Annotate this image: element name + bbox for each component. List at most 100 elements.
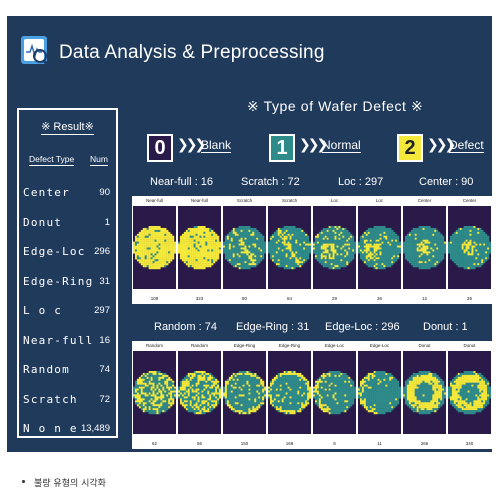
wafer-map-scratch: Scratch 80 [222, 196, 267, 304]
defect-type-cell: Random [23, 363, 70, 376]
wafer-map-edgeloc: Edge-Loc 11 [357, 341, 402, 449]
group-label-edge-ring: Edge-Ring : 31 [236, 321, 309, 333]
defect-count-cell: 16 [99, 335, 110, 346]
caption: 불량 유형의 시각화 [34, 476, 106, 489]
table-row: Edge-Ring 31 [19, 275, 116, 295]
table-row: Random 74 [19, 363, 116, 383]
wafer-label: Center [447, 198, 492, 203]
wafer-index: 36 [357, 296, 402, 301]
wafer-map-edgering: Edge-Ring 150 [222, 341, 267, 449]
defect-type-cell: Near-full [23, 334, 93, 347]
defect-count-cell: 1 [105, 217, 110, 228]
table-row: Edge-Loc 296 [19, 245, 116, 265]
category-0-box: 0 [147, 134, 173, 162]
defect-type-cell: Edge-Ring [23, 275, 93, 288]
wafer-label: Near-full [132, 198, 177, 203]
category-1-label: Normal [322, 139, 361, 153]
wafer-label: Edge-Loc [312, 343, 357, 348]
wafer-index: 29 [312, 296, 357, 301]
slide-panel: Data Analysis & Preprocessing ※ Result※ … [7, 16, 492, 452]
wafer-label: Donut [402, 343, 447, 348]
wafer-label: Loc [357, 198, 402, 203]
wafer-index: 266 [402, 441, 447, 446]
group-label-near-full: Near-full : 16 [150, 176, 213, 188]
wafer-map-scratch: Scratch 84 [267, 196, 312, 304]
table-row: Scratch 72 [19, 393, 116, 413]
defect-count-cell: 31 [99, 276, 110, 287]
wafer-index: 109 [132, 296, 177, 301]
column-header-defect-type: Defect Type [29, 154, 74, 166]
group-label-center: Center : 90 [419, 176, 473, 188]
wafer-label: Loc [312, 198, 357, 203]
wafer-strip-top: Near-full 109 Near-full 323 Scratch 80 Scratch… [132, 196, 492, 304]
wafer-map-loc: Loc 36 [357, 196, 402, 304]
table-row: L o c 297 [19, 304, 116, 324]
group-label-edge-loc: Edge-Loc : 296 [325, 321, 400, 333]
table-row: Donut 1 [19, 216, 116, 236]
defect-count-cell: 13,489 [81, 423, 110, 434]
table-row: Center 90 [19, 186, 116, 206]
data-analysis-icon [19, 34, 53, 70]
column-header-num: Num [90, 154, 108, 166]
category-0-label: Blank [201, 139, 231, 153]
defect-count-cell: 90 [99, 187, 110, 198]
wafer-index: 84 [267, 296, 312, 301]
wafer-label: Edge-Loc [357, 343, 402, 348]
group-label-scratch: Scratch : 72 [241, 176, 300, 188]
wafer-map-edgering: Edge-Ring 169 [267, 341, 312, 449]
wafer-map-full: Near-full 109 [132, 196, 177, 304]
wafer-label: Center [402, 198, 447, 203]
wafer-map-full: Near-full 323 [177, 196, 222, 304]
wafer-map-edgeloc: Edge-Loc 8 [312, 341, 357, 449]
wafer-label: Scratch [267, 198, 312, 203]
group-label-loc: Loc : 297 [338, 176, 383, 188]
wafer-index: 62 [132, 441, 177, 446]
category-1-box: 1 [269, 134, 295, 162]
defect-type-cell: N o n e [23, 422, 78, 435]
category-2-label: Defect [449, 139, 484, 153]
wafer-label: Edge-Ring [222, 343, 267, 348]
result-title: ※ Result※ [41, 121, 94, 135]
wafer-map-center: Center 12 [402, 196, 447, 304]
group-label-donut: Donut : 1 [423, 321, 468, 333]
wafer-map-center: Center 26 [447, 196, 492, 304]
table-row: Near-full 16 [19, 334, 116, 354]
defect-count-cell: 297 [94, 305, 110, 316]
wafer-map-random: Random 62 [132, 341, 177, 449]
defect-count-cell: 72 [99, 394, 110, 405]
wafer-index: 323 [177, 296, 222, 301]
wafer-index: 150 [222, 441, 267, 446]
table-row: N o n e 13,489 [19, 422, 116, 442]
wafer-label: Near-full [177, 198, 222, 203]
wafer-label: Edge-Ring [267, 343, 312, 348]
wafer-label: Random [132, 343, 177, 348]
defect-type-cell: L o c [23, 304, 62, 317]
wafer-index: 26 [447, 296, 492, 301]
wafer-index: 11 [357, 441, 402, 446]
wafer-label: Scratch [222, 198, 267, 203]
wafer-label: Donut [447, 343, 492, 348]
wafer-index: 169 [267, 441, 312, 446]
defect-type-cell: Center [23, 186, 70, 199]
group-label-random: Random : 74 [154, 321, 217, 333]
wafer-map-donut: Donut 266 [402, 341, 447, 449]
wafer-index: 12 [402, 296, 447, 301]
page-title: Data Analysis & Preprocessing [59, 42, 325, 64]
wafer-index: 80 [222, 296, 267, 301]
type-title: ※ Type of Wafer Defect ※ [247, 98, 423, 115]
wafer-index: 8 [312, 441, 357, 446]
result-table: ※ Result※ Defect Type Num Center 90 Donut 1… [17, 108, 118, 438]
wafer-map-random: Random 66 [177, 341, 222, 449]
category-2-box: 2 [397, 134, 423, 162]
defect-type-cell: Edge-Loc [23, 245, 86, 258]
bullet-icon [22, 480, 25, 483]
wafer-index: 66 [177, 441, 222, 446]
title-bar: Data Analysis & Preprocessing [7, 16, 492, 86]
wafer-map-loc: Loc 29 [312, 196, 357, 304]
defect-type-cell: Scratch [23, 393, 78, 406]
defect-count-cell: 74 [99, 364, 110, 375]
arrow-icon: ❯❯❯ [177, 137, 203, 153]
wafer-index: 340 [447, 441, 492, 446]
wafer-map-donut: Donut 340 [447, 341, 492, 449]
defect-count-cell: 296 [94, 246, 110, 257]
